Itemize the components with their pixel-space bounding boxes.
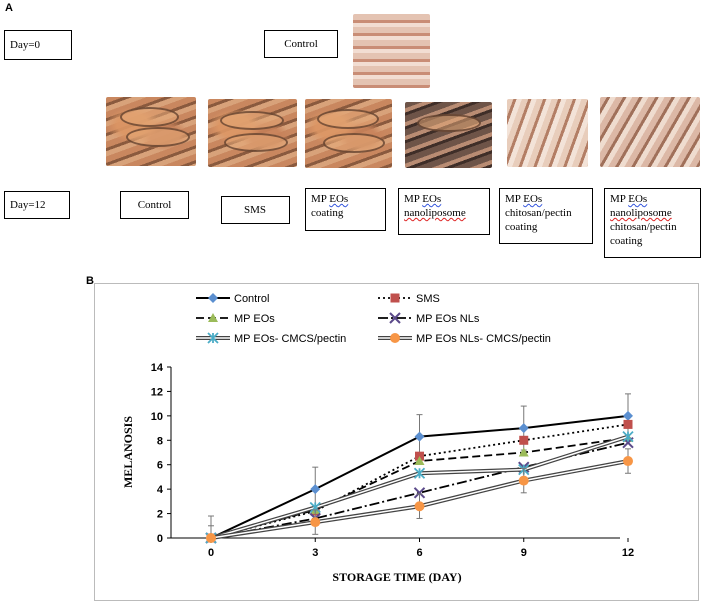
legend-label-5: MP EOs NLs- CMCS/pectin <box>416 333 551 345</box>
data-point-5-3 <box>518 475 529 486</box>
legend-label-0: Control <box>234 293 269 305</box>
shrimp-photo-day0-control <box>353 14 430 88</box>
treatment-3-line1: MP <box>404 193 423 205</box>
chart-frame <box>94 283 699 601</box>
y-tick-label: 2 <box>157 509 163 521</box>
data-point-4-4 <box>622 430 634 443</box>
data-point-0-4 <box>623 410 633 421</box>
legend-item-2: MP EOs <box>196 313 275 325</box>
legend-label-4: MP EOs- CMCS/pectin <box>234 333 346 345</box>
treatment-label-mp-eos-chitosan-pectin-coating: MP EOs chitosan/pectin coating <box>499 188 593 244</box>
legend-label-2: MP EOs <box>234 313 275 325</box>
shrimp-photo-mp-eos-coating <box>305 99 392 168</box>
chart-legend: Control SMS MP EOs MP EOs NLs MP EOs- CMCS/p… <box>196 293 551 345</box>
chart-series-layer <box>205 393 634 544</box>
treatment-2-eos: EOs <box>329 193 349 205</box>
data-point-5-2 <box>414 501 425 512</box>
data-point-0-1 <box>310 484 321 495</box>
control-top-label: Control <box>264 30 338 58</box>
data-point-4-2 <box>413 467 426 479</box>
series-4 <box>205 430 634 544</box>
legend-item-5: MP EOs NLs- CMCS/pectin <box>378 333 551 345</box>
data-point-5-0 <box>206 533 216 543</box>
legend-swatch-marker-4 <box>207 332 219 344</box>
treatment-label-mp-eos-nanoliposome-chitosan-pectin-coating: MP EOs nanoliposome chitosan/pectin coat… <box>604 188 701 258</box>
treatment-5-line4: coating <box>610 235 643 247</box>
y-tick-label: 14 <box>151 362 164 374</box>
treatment-label-control: Control <box>120 191 189 219</box>
control-top-label-text: Control <box>284 38 318 50</box>
legend-label-1: SMS <box>416 293 440 305</box>
x-tick-label: 3 <box>312 547 318 559</box>
legend-item-4: MP EOs- CMCS/pectin <box>196 332 346 345</box>
treatment-4-line1: MP <box>505 193 524 205</box>
treatment-2-line1: MP <box>311 193 330 205</box>
shrimp-photo-control <box>106 97 196 166</box>
legend-swatch-marker-1 <box>390 293 400 303</box>
series-5 <box>206 448 633 543</box>
treatment-5-line2: nanoliposome <box>610 207 672 219</box>
data-point-5-1 <box>310 517 321 528</box>
data-point-1-3 <box>519 435 529 445</box>
chart-axes: 0 2 4 6 8 10 12 14 0 3 6 9 12 <box>151 362 634 559</box>
data-point-2-2 <box>414 456 425 466</box>
treatment-label-sms: SMS <box>221 196 290 224</box>
data-point-0-2 <box>414 431 425 442</box>
data-point-2-3 <box>518 447 529 457</box>
x-axis-label: STORAGE TIME (DAY) <box>332 570 461 584</box>
treatment-5-line3: chitosan/pectin <box>610 221 677 233</box>
legend-swatch-marker-2 <box>208 313 218 322</box>
treatment-label-mp-eos-coating: MP EOs coating <box>305 188 386 231</box>
treatment-label-sms-text: SMS <box>244 204 267 216</box>
day12-label: Day=12 <box>4 191 70 219</box>
y-axis-label: MELANOSIS <box>121 416 135 488</box>
legend-swatch-marker-3 <box>389 312 401 324</box>
legend-item-1: SMS <box>378 293 440 305</box>
treatment-2-line2: coating <box>311 207 344 219</box>
day0-label-text: Day=0 <box>10 39 41 51</box>
day12-label-text: Day=12 <box>10 199 46 211</box>
day0-label: Day=0 <box>4 30 72 60</box>
treatment-3-line2: nanoliposome <box>404 207 466 219</box>
data-point-0-3 <box>518 423 529 434</box>
shrimp-photo-sms <box>208 99 297 167</box>
treatment-label-control-text: Control <box>137 199 172 211</box>
legend-swatch-marker-0 <box>208 293 218 303</box>
legend-swatch-marker-5 <box>390 333 400 343</box>
shrimp-photo-mp-eos-nanoliposome-chitosan-pectin <box>600 97 700 167</box>
treatment-5-eos: EOs <box>628 193 648 205</box>
treatment-3-eos: EOs <box>422 193 442 205</box>
treatment-4-line2: chitosan/pectin <box>505 207 572 219</box>
shrimp-photo-mp-eos-nanoliposome <box>405 102 492 168</box>
x-tick-label: 0 <box>208 547 214 559</box>
treatment-5-line1: MP <box>610 193 629 205</box>
panel-b-letter: B <box>86 275 94 287</box>
legend-swatch-marker-3-stroke-b <box>389 312 401 324</box>
y-tick-label: 10 <box>151 411 163 423</box>
legend-label-3: MP EOs NLs <box>416 313 480 325</box>
data-point-5-4 <box>623 456 633 467</box>
y-tick-label: 4 <box>157 484 164 496</box>
treatment-4-eos: EOs <box>523 193 543 205</box>
shrimp-photo-mp-eos-chitosan-pectin <box>507 99 588 167</box>
y-tick-label: 8 <box>157 435 163 447</box>
panel-a-letter: A <box>5 2 13 14</box>
y-tick-label: 12 <box>151 386 163 398</box>
y-tick-label: 6 <box>157 460 163 472</box>
legend-item-0: Control <box>196 293 269 305</box>
legend-item-3: MP EOs NLs <box>378 312 480 325</box>
x-tick-label: 6 <box>416 547 422 559</box>
x-tick-label: 9 <box>521 547 527 559</box>
x-tick-label: 12 <box>622 547 634 559</box>
data-point-3-2-stroke-b <box>413 487 426 499</box>
treatment-4-line3: coating <box>505 221 538 233</box>
y-tick-label: 0 <box>157 533 163 545</box>
treatment-label-mp-eos-nanoliposome: MP EOs nanoliposome <box>398 188 490 235</box>
data-point-3-2 <box>413 487 426 499</box>
data-point-1-4 <box>623 419 633 429</box>
